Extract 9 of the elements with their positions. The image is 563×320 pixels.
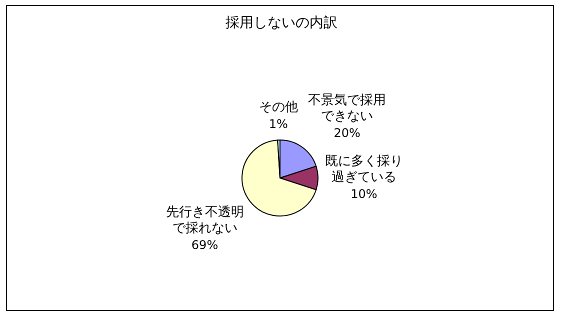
data-label: 20% xyxy=(332,125,362,142)
data-label: 10% xyxy=(350,186,378,202)
slice-label: 先行き不透明で採れない xyxy=(164,204,245,237)
slice-label: 不景気で採用できない xyxy=(307,93,388,126)
slice-label: 既に多く採り過ぎている xyxy=(324,154,404,186)
data-label: 1% xyxy=(268,116,289,132)
data-label: 69% xyxy=(190,236,220,253)
slice-label: その他 xyxy=(258,100,298,116)
chart-title: 採用しないの内訳 xyxy=(224,14,338,32)
